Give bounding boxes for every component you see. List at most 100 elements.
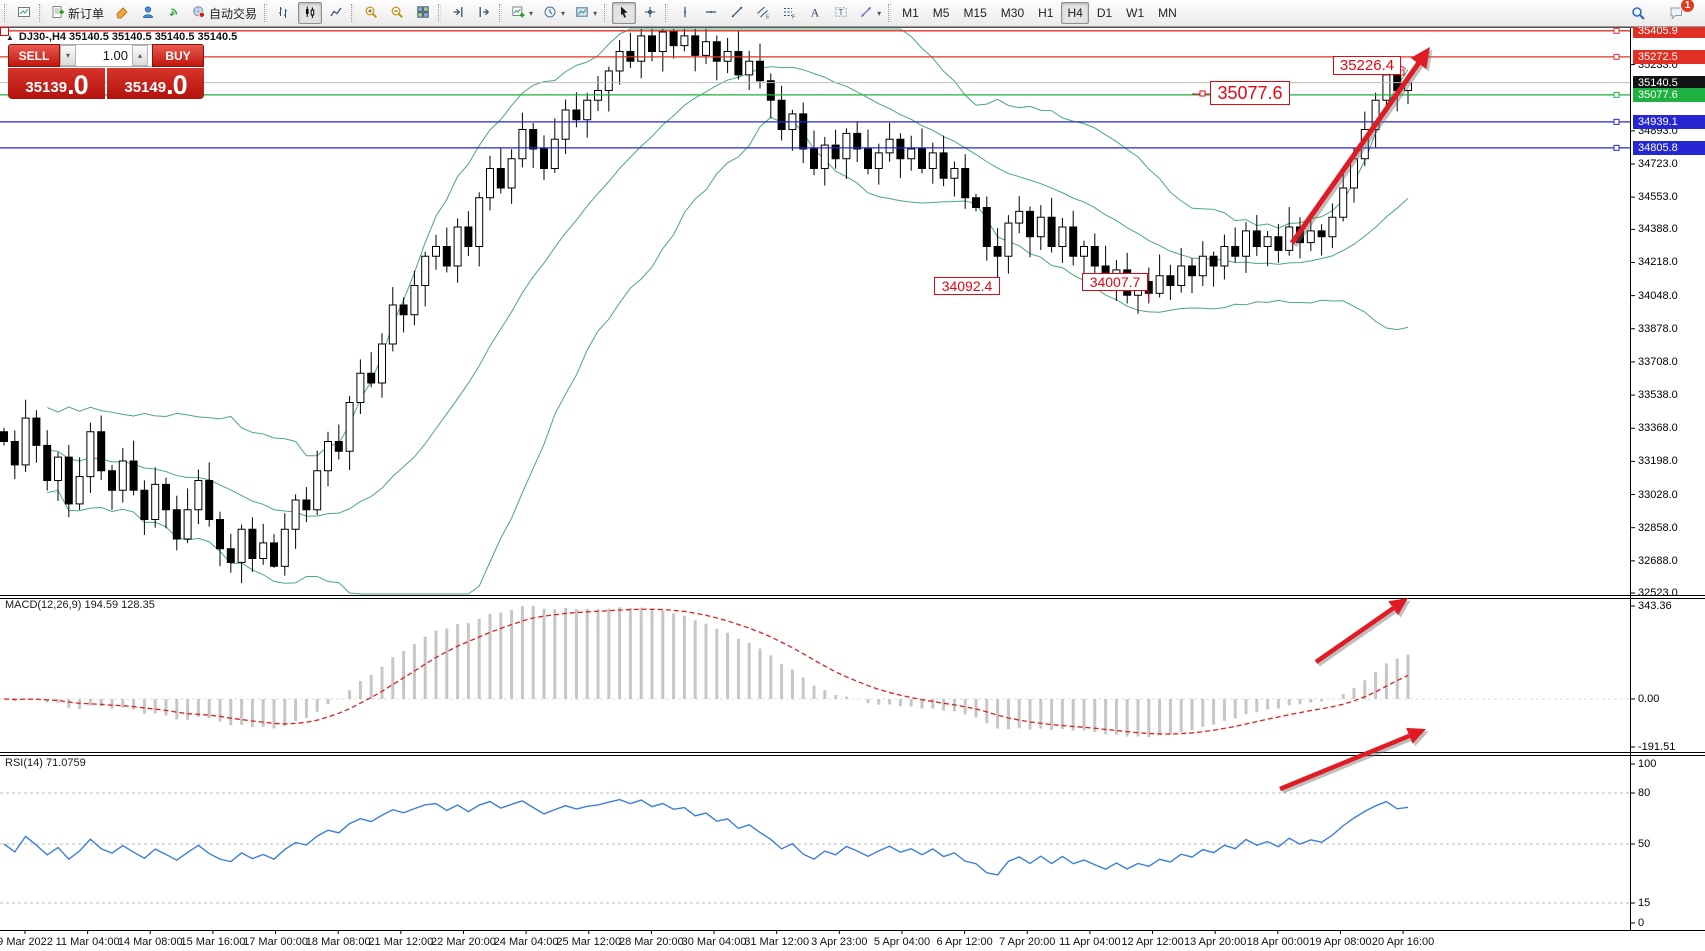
equidistant-channel-button[interactable]: E xyxy=(751,2,775,24)
timeframe-d1-button[interactable]: D1 xyxy=(1091,2,1118,24)
crosshair-button[interactable] xyxy=(638,2,662,24)
trendline-button[interactable] xyxy=(725,2,749,24)
zoom-in-button[interactable] xyxy=(359,2,383,24)
profile-button[interactable] xyxy=(136,2,160,24)
periods-button[interactable]: ▾ xyxy=(539,2,569,24)
price-annotation[interactable]: 35077.6 xyxy=(1210,81,1290,105)
vertical-line-button[interactable] xyxy=(673,2,697,24)
price-badge: 35405.9 xyxy=(1633,23,1705,38)
arrows-button[interactable]: ▾ xyxy=(855,2,885,24)
bar-chart-button[interactable] xyxy=(272,2,296,24)
toolbar-grip xyxy=(438,4,442,22)
toolbar-grip xyxy=(888,4,892,22)
date-label: 22 Mar 20:00 xyxy=(431,936,496,948)
price-badge: 34939.1 xyxy=(1633,114,1705,129)
fibonacci-button[interactable]: F xyxy=(777,2,801,24)
line-handle[interactable] xyxy=(0,27,9,36)
label-icon: T xyxy=(834,5,848,22)
price-axis-label: 34723.0 xyxy=(1638,158,1678,170)
dropdown-arrow-icon: ▾ xyxy=(561,8,566,18)
templates-button[interactable]: ▾ xyxy=(571,2,601,24)
timeframe-h4-button-label: H4 xyxy=(1067,6,1083,20)
price-annotation[interactable]: 34092.4 xyxy=(934,277,1000,295)
auto-trading-icon xyxy=(192,5,206,22)
price-axis-label: 33708.0 xyxy=(1638,355,1678,368)
search-icon[interactable] xyxy=(1626,2,1650,24)
timeframe-w1-button-label: W1 xyxy=(1126,6,1145,20)
notifications-icon[interactable]: 1 xyxy=(1664,0,1695,24)
price-annotation[interactable]: 34007.7 xyxy=(1082,273,1148,291)
periods-icon xyxy=(543,5,557,22)
new-chart-button[interactable]: ▾ xyxy=(507,2,537,24)
macd-axis-label: 343.36 xyxy=(1638,600,1672,612)
trend-arrow xyxy=(1314,606,1395,664)
auto-trading-button-label: 自动交易 xyxy=(209,6,258,21)
timeframe-m30-button-label: M30 xyxy=(1000,6,1025,20)
horizontal-line-button[interactable] xyxy=(699,2,723,24)
timeframe-m30-button[interactable]: M30 xyxy=(995,2,1030,24)
date-label: 24 Mar 04:00 xyxy=(493,936,559,948)
shift-chart-end-button[interactable] xyxy=(446,2,470,24)
zoom-out-button[interactable] xyxy=(385,2,409,24)
toolbar-grip xyxy=(499,4,503,22)
timeframe-h1-button[interactable]: H1 xyxy=(1032,2,1059,24)
auto-scroll-button[interactable] xyxy=(472,2,496,24)
buy-button[interactable]: BUY xyxy=(152,44,204,67)
rsi-axis-label: 80 xyxy=(1638,787,1651,799)
cursor-button[interactable] xyxy=(612,2,637,24)
svg-text:E: E xyxy=(766,14,770,19)
eraser-button[interactable] xyxy=(110,2,134,24)
new-chart-icon xyxy=(511,5,525,22)
sell-button[interactable]: SELL xyxy=(8,44,60,67)
sell-price[interactable]: 35139.0 xyxy=(8,68,105,99)
date-label: 19 Apr 08:00 xyxy=(1309,936,1372,948)
chart-title-text: DJ30-,H4 35140.5 35140.5 35140.5 35140.5 xyxy=(18,31,238,43)
timeframe-m5-button[interactable]: M5 xyxy=(927,2,956,24)
tile-windows-button[interactable] xyxy=(411,2,435,24)
auto-trading-button[interactable]: 自动交易 xyxy=(188,2,261,24)
zoom-in-icon xyxy=(364,5,378,22)
chart-window-button[interactable] xyxy=(12,2,36,24)
price-annotation[interactable]: 35226.4 xyxy=(1333,56,1401,75)
toolbar-grip xyxy=(604,4,608,22)
volume-increase-button[interactable]: ▴ xyxy=(132,45,148,66)
rsi-label: RSI(14) 71.0759 xyxy=(5,757,86,769)
volume-input[interactable] xyxy=(76,45,132,66)
timeframe-m1-button[interactable]: M1 xyxy=(896,2,925,24)
timeframe-mn-button-label: MN xyxy=(1158,6,1177,20)
rsi-axis-label: 0 xyxy=(1638,917,1645,929)
text-button[interactable]: A xyxy=(803,2,827,24)
text-label-button[interactable]: T xyxy=(829,2,853,24)
timeframe-mn-button[interactable]: MN xyxy=(1152,2,1183,24)
date-label: 17 Mar 00:00 xyxy=(243,936,308,948)
dropdown-arrow-icon: ▾ xyxy=(593,8,598,18)
date-label: 25 Mar 12:00 xyxy=(556,936,622,948)
date-label: 7 Apr 20:00 xyxy=(999,936,1056,948)
timeframe-m5-button-label: M5 xyxy=(932,6,950,20)
candlestick-chart-button[interactable] xyxy=(298,2,323,24)
price-axis-label: 33538.0 xyxy=(1638,389,1678,402)
date-label: 18 Mar 08:00 xyxy=(305,936,371,948)
timeframe-h1-button-label: H1 xyxy=(1038,6,1054,20)
date-label: 6 Apr 12:00 xyxy=(936,936,993,948)
price-axis-label: 33878.0 xyxy=(1638,322,1678,335)
new-order-button[interactable]: 新订单 xyxy=(47,2,108,24)
date-label: 21 Mar 12:00 xyxy=(368,936,434,948)
trend-arrow xyxy=(1279,733,1411,792)
volume-decrease-button[interactable]: ▾ xyxy=(60,45,76,66)
signal-button[interactable] xyxy=(162,2,186,24)
line-chart-icon xyxy=(329,5,343,22)
buy-price[interactable]: 35149.0 xyxy=(107,68,204,99)
price-axis-label: 33028.0 xyxy=(1638,488,1678,501)
line-chart-button[interactable] xyxy=(324,2,348,24)
fibonacci-icon: F xyxy=(782,5,796,22)
timeframe-w1-button[interactable]: W1 xyxy=(1120,2,1150,24)
collapse-triangle-icon[interactable]: ▲ xyxy=(6,32,14,42)
price-axis-label: 34218.0 xyxy=(1638,256,1678,269)
arrows-icon xyxy=(859,5,873,22)
timeframe-h4-button[interactable]: H4 xyxy=(1061,2,1089,24)
timeframe-m15-button[interactable]: M15 xyxy=(957,2,992,24)
date-label: 28 Mar 20:00 xyxy=(618,936,684,948)
toolbar-grip xyxy=(351,4,355,22)
